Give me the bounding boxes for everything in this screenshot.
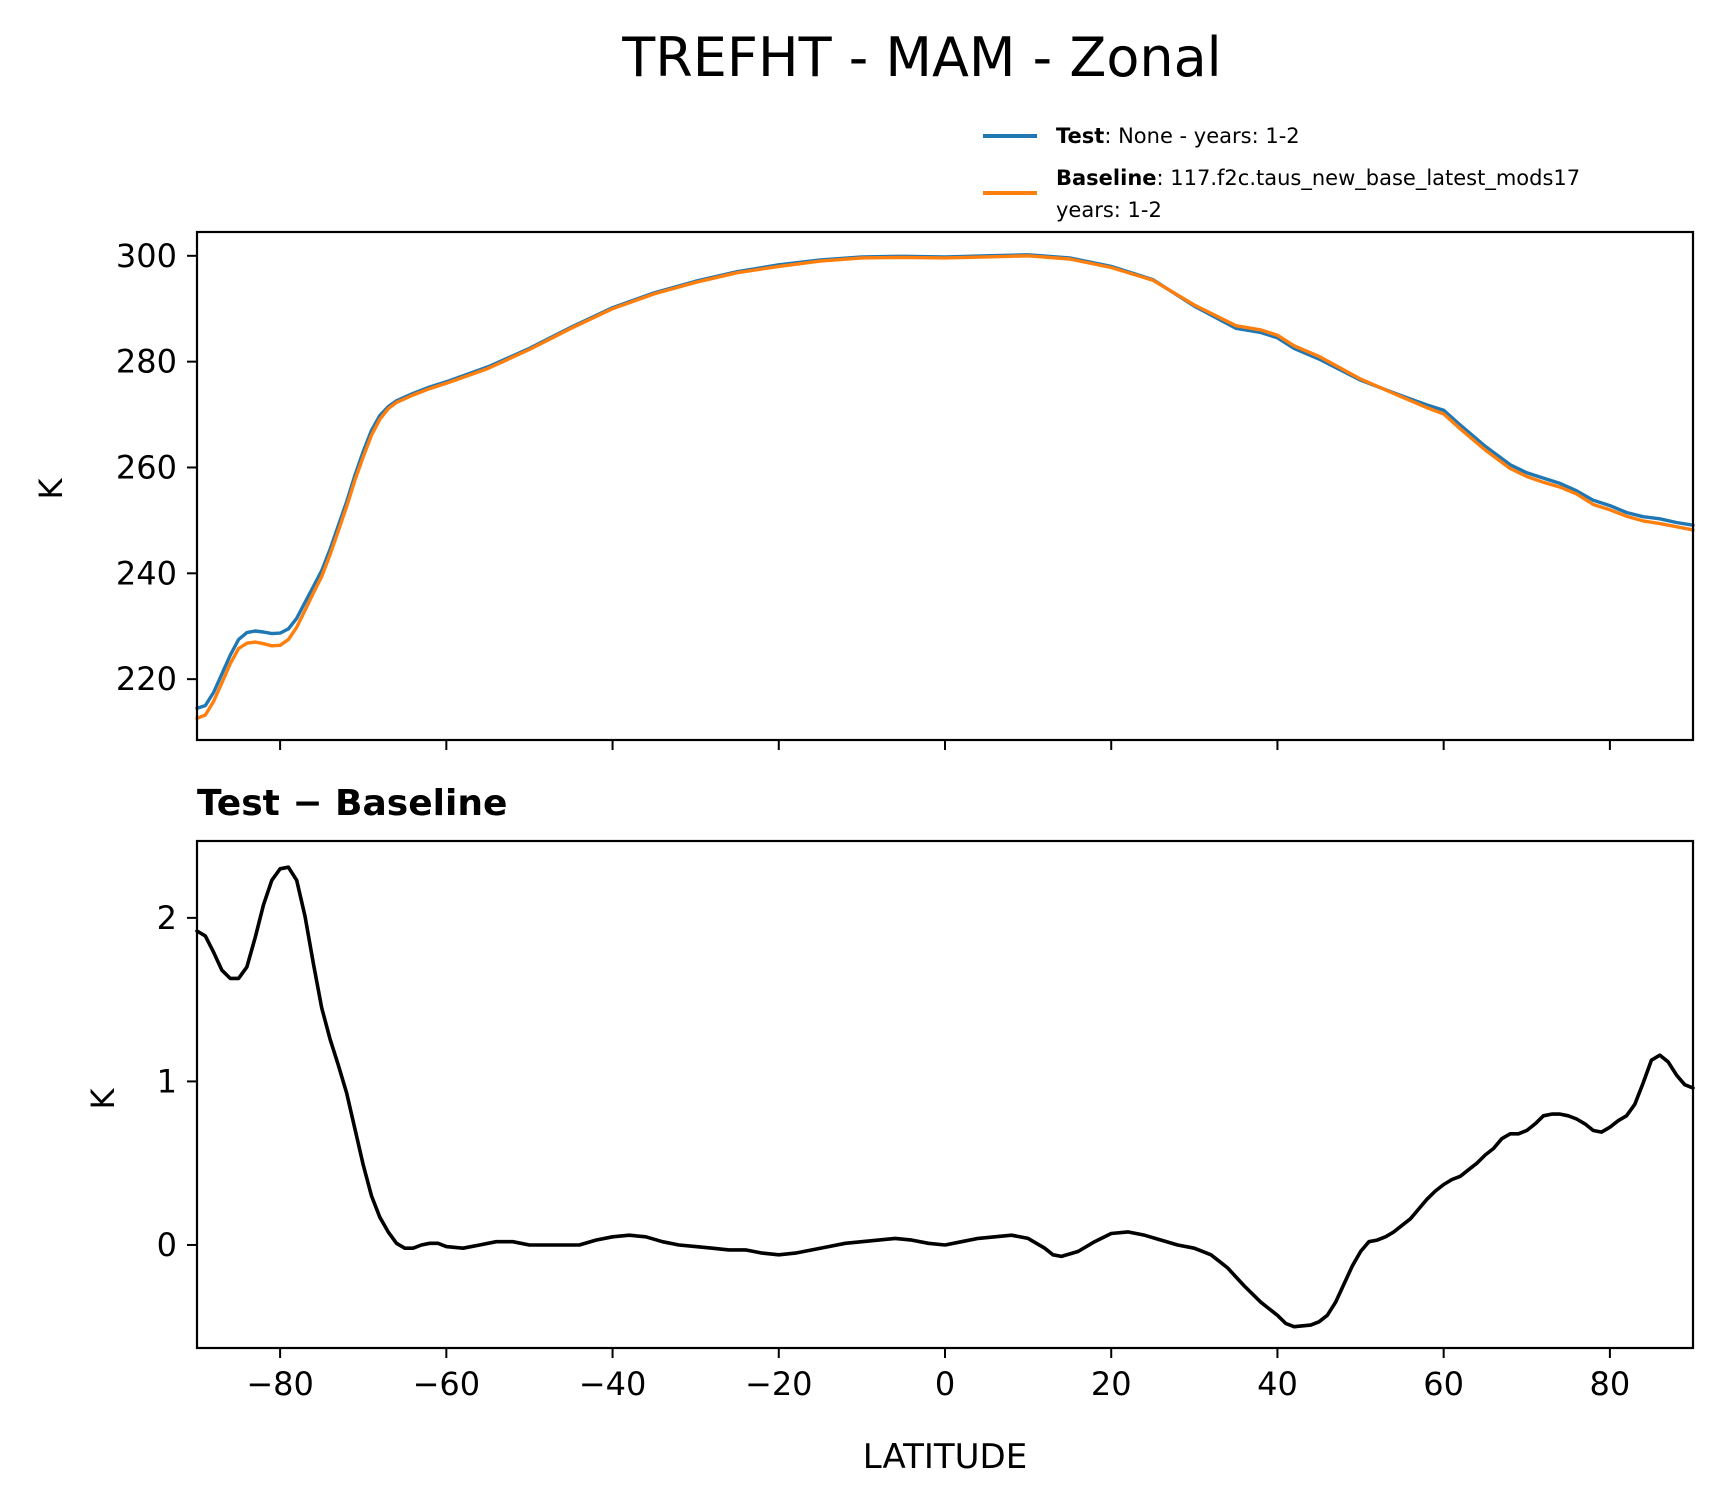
top-y-tick-label: 240: [116, 554, 177, 592]
bottom-series-difference-line: [195, 865, 1695, 1329]
top-y-tick-label: 260: [116, 448, 177, 486]
top-panel: K 220 240 260 280 300: [32, 230, 1695, 750]
bottom-lines: [195, 865, 1695, 1329]
top-plot-frame: [195, 230, 1695, 742]
bottom-x-tick-label: −60: [413, 1365, 481, 1403]
bottom-ticks: −80 −60 −40 −20 0 20 40 60 80 0 1 2: [157, 899, 1631, 1403]
bottom-panel-title: Test − Baseline: [197, 783, 507, 824]
bottom-x-tick-label: 60: [1423, 1365, 1464, 1403]
legend-label-baseline-bold: Baseline: [1056, 166, 1157, 190]
legend-label-baseline-line2: years: 1-2: [1056, 198, 1162, 222]
bottom-x-tick-label: 40: [1257, 1365, 1298, 1403]
legend-label-test-bold: Test: [1056, 124, 1104, 148]
bottom-x-tick-label: −80: [246, 1365, 314, 1403]
top-y-tick-label: 300: [116, 237, 177, 275]
top-y-axis-label: K: [32, 477, 70, 499]
top-series-baseline-line: [195, 254, 1695, 720]
bottom-x-tick-label: −20: [745, 1365, 813, 1403]
bottom-x-tick-label: 80: [1590, 1365, 1631, 1403]
bottom-y-tick-label: 0: [157, 1226, 177, 1264]
bottom-y-axis-label: K: [84, 1087, 122, 1109]
bottom-x-tick-label: 20: [1091, 1365, 1132, 1403]
top-series-test-line: [195, 253, 1695, 710]
bottom-y-tick-label: 2: [157, 899, 177, 937]
top-lines: [195, 253, 1695, 720]
legend-label-test-text: : None - years: 1-2: [1104, 124, 1299, 148]
figure-title: TREFHT - MAM - Zonal: [621, 26, 1221, 89]
legend-label-baseline-text: : 117.f2c.taus_new_base_latest_mods17: [1157, 166, 1581, 191]
legend-label-baseline: Baseline: 117.f2c.taus_new_base_latest_m…: [1056, 166, 1580, 191]
top-y-tick-label: 220: [116, 660, 177, 698]
legend: Test: None - years: 1-2 Baseline: 117.f2…: [983, 124, 1580, 222]
x-axis-label: LATITUDE: [863, 1437, 1027, 1477]
bottom-x-tick-label: 0: [935, 1365, 955, 1403]
bottom-plot-frame: [195, 839, 1695, 1350]
bottom-panel: Test − Baseline K LATITUDE −80 −60 −40 −20 0…: [84, 783, 1695, 1477]
legend-label-test: Test: None - years: 1-2: [1056, 124, 1300, 148]
top-ticks: 220 240 260 280 300: [116, 237, 1611, 750]
bottom-y-tick-label: 1: [157, 1062, 177, 1100]
bottom-x-tick-label: −40: [579, 1365, 647, 1403]
top-y-tick-label: 280: [116, 343, 177, 381]
